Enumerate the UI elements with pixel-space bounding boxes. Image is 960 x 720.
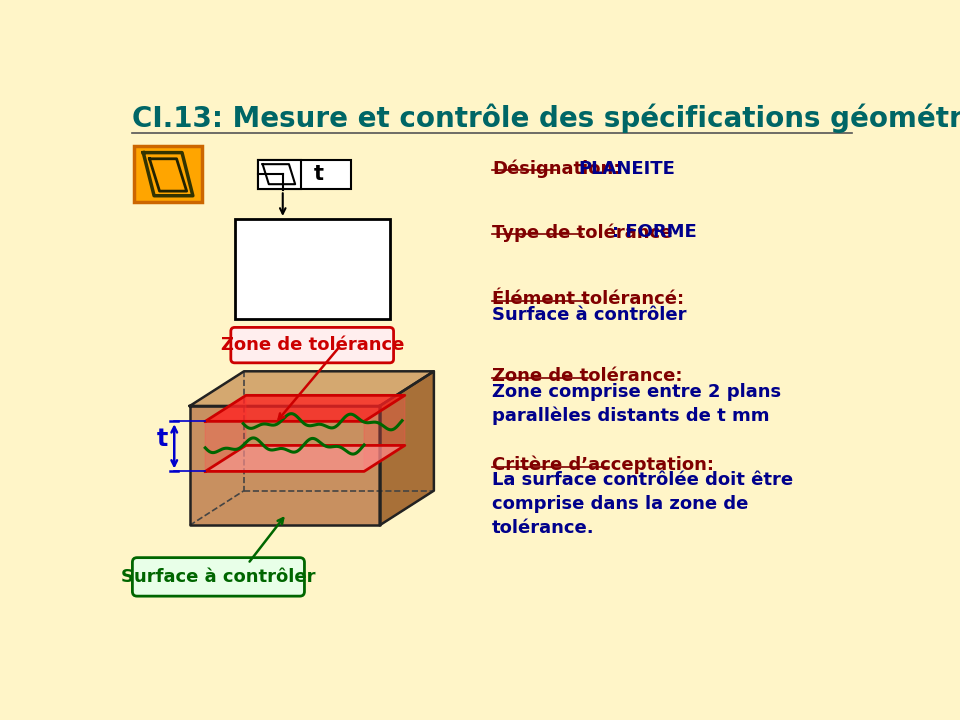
FancyBboxPatch shape xyxy=(230,328,394,363)
FancyBboxPatch shape xyxy=(234,219,390,319)
Polygon shape xyxy=(205,395,246,472)
Polygon shape xyxy=(143,153,193,196)
Text: Zone de tolérance: Zone de tolérance xyxy=(221,336,404,354)
Polygon shape xyxy=(379,372,434,526)
Polygon shape xyxy=(364,395,405,472)
Polygon shape xyxy=(190,372,434,406)
Polygon shape xyxy=(190,406,379,526)
Polygon shape xyxy=(205,446,405,472)
Text: Type de tolérance: Type de tolérance xyxy=(492,223,672,242)
FancyBboxPatch shape xyxy=(258,160,300,189)
Text: Surface à contrôler: Surface à contrôler xyxy=(492,306,686,324)
Text: Surface à contrôler: Surface à contrôler xyxy=(121,568,316,586)
FancyBboxPatch shape xyxy=(258,160,351,189)
FancyBboxPatch shape xyxy=(134,146,203,202)
Text: t: t xyxy=(313,164,324,184)
Text: Désignation:: Désignation: xyxy=(492,160,620,178)
Text: Élément tolérancé:: Élément tolérancé: xyxy=(492,290,684,308)
Text: La surface contrôlée doit être
comprise dans la zone de
tolérance.: La surface contrôlée doit être comprise … xyxy=(492,472,793,536)
Text: Zone de tolérance:: Zone de tolérance: xyxy=(492,367,683,385)
FancyBboxPatch shape xyxy=(132,557,304,596)
Text: : FORME: : FORME xyxy=(612,223,697,241)
Text: Critère d’acceptation:: Critère d’acceptation: xyxy=(492,456,714,474)
Text: PLANEITE: PLANEITE xyxy=(579,160,676,178)
Text: CI.13: Mesure et contrôle des spécifications géométriques: CI.13: Mesure et contrôle des spécificat… xyxy=(132,104,960,133)
Text: Zone comprise entre 2 plans
parallèles distants de t mm: Zone comprise entre 2 plans parallèles d… xyxy=(492,383,781,425)
Text: t: t xyxy=(156,427,168,451)
Polygon shape xyxy=(205,395,405,421)
